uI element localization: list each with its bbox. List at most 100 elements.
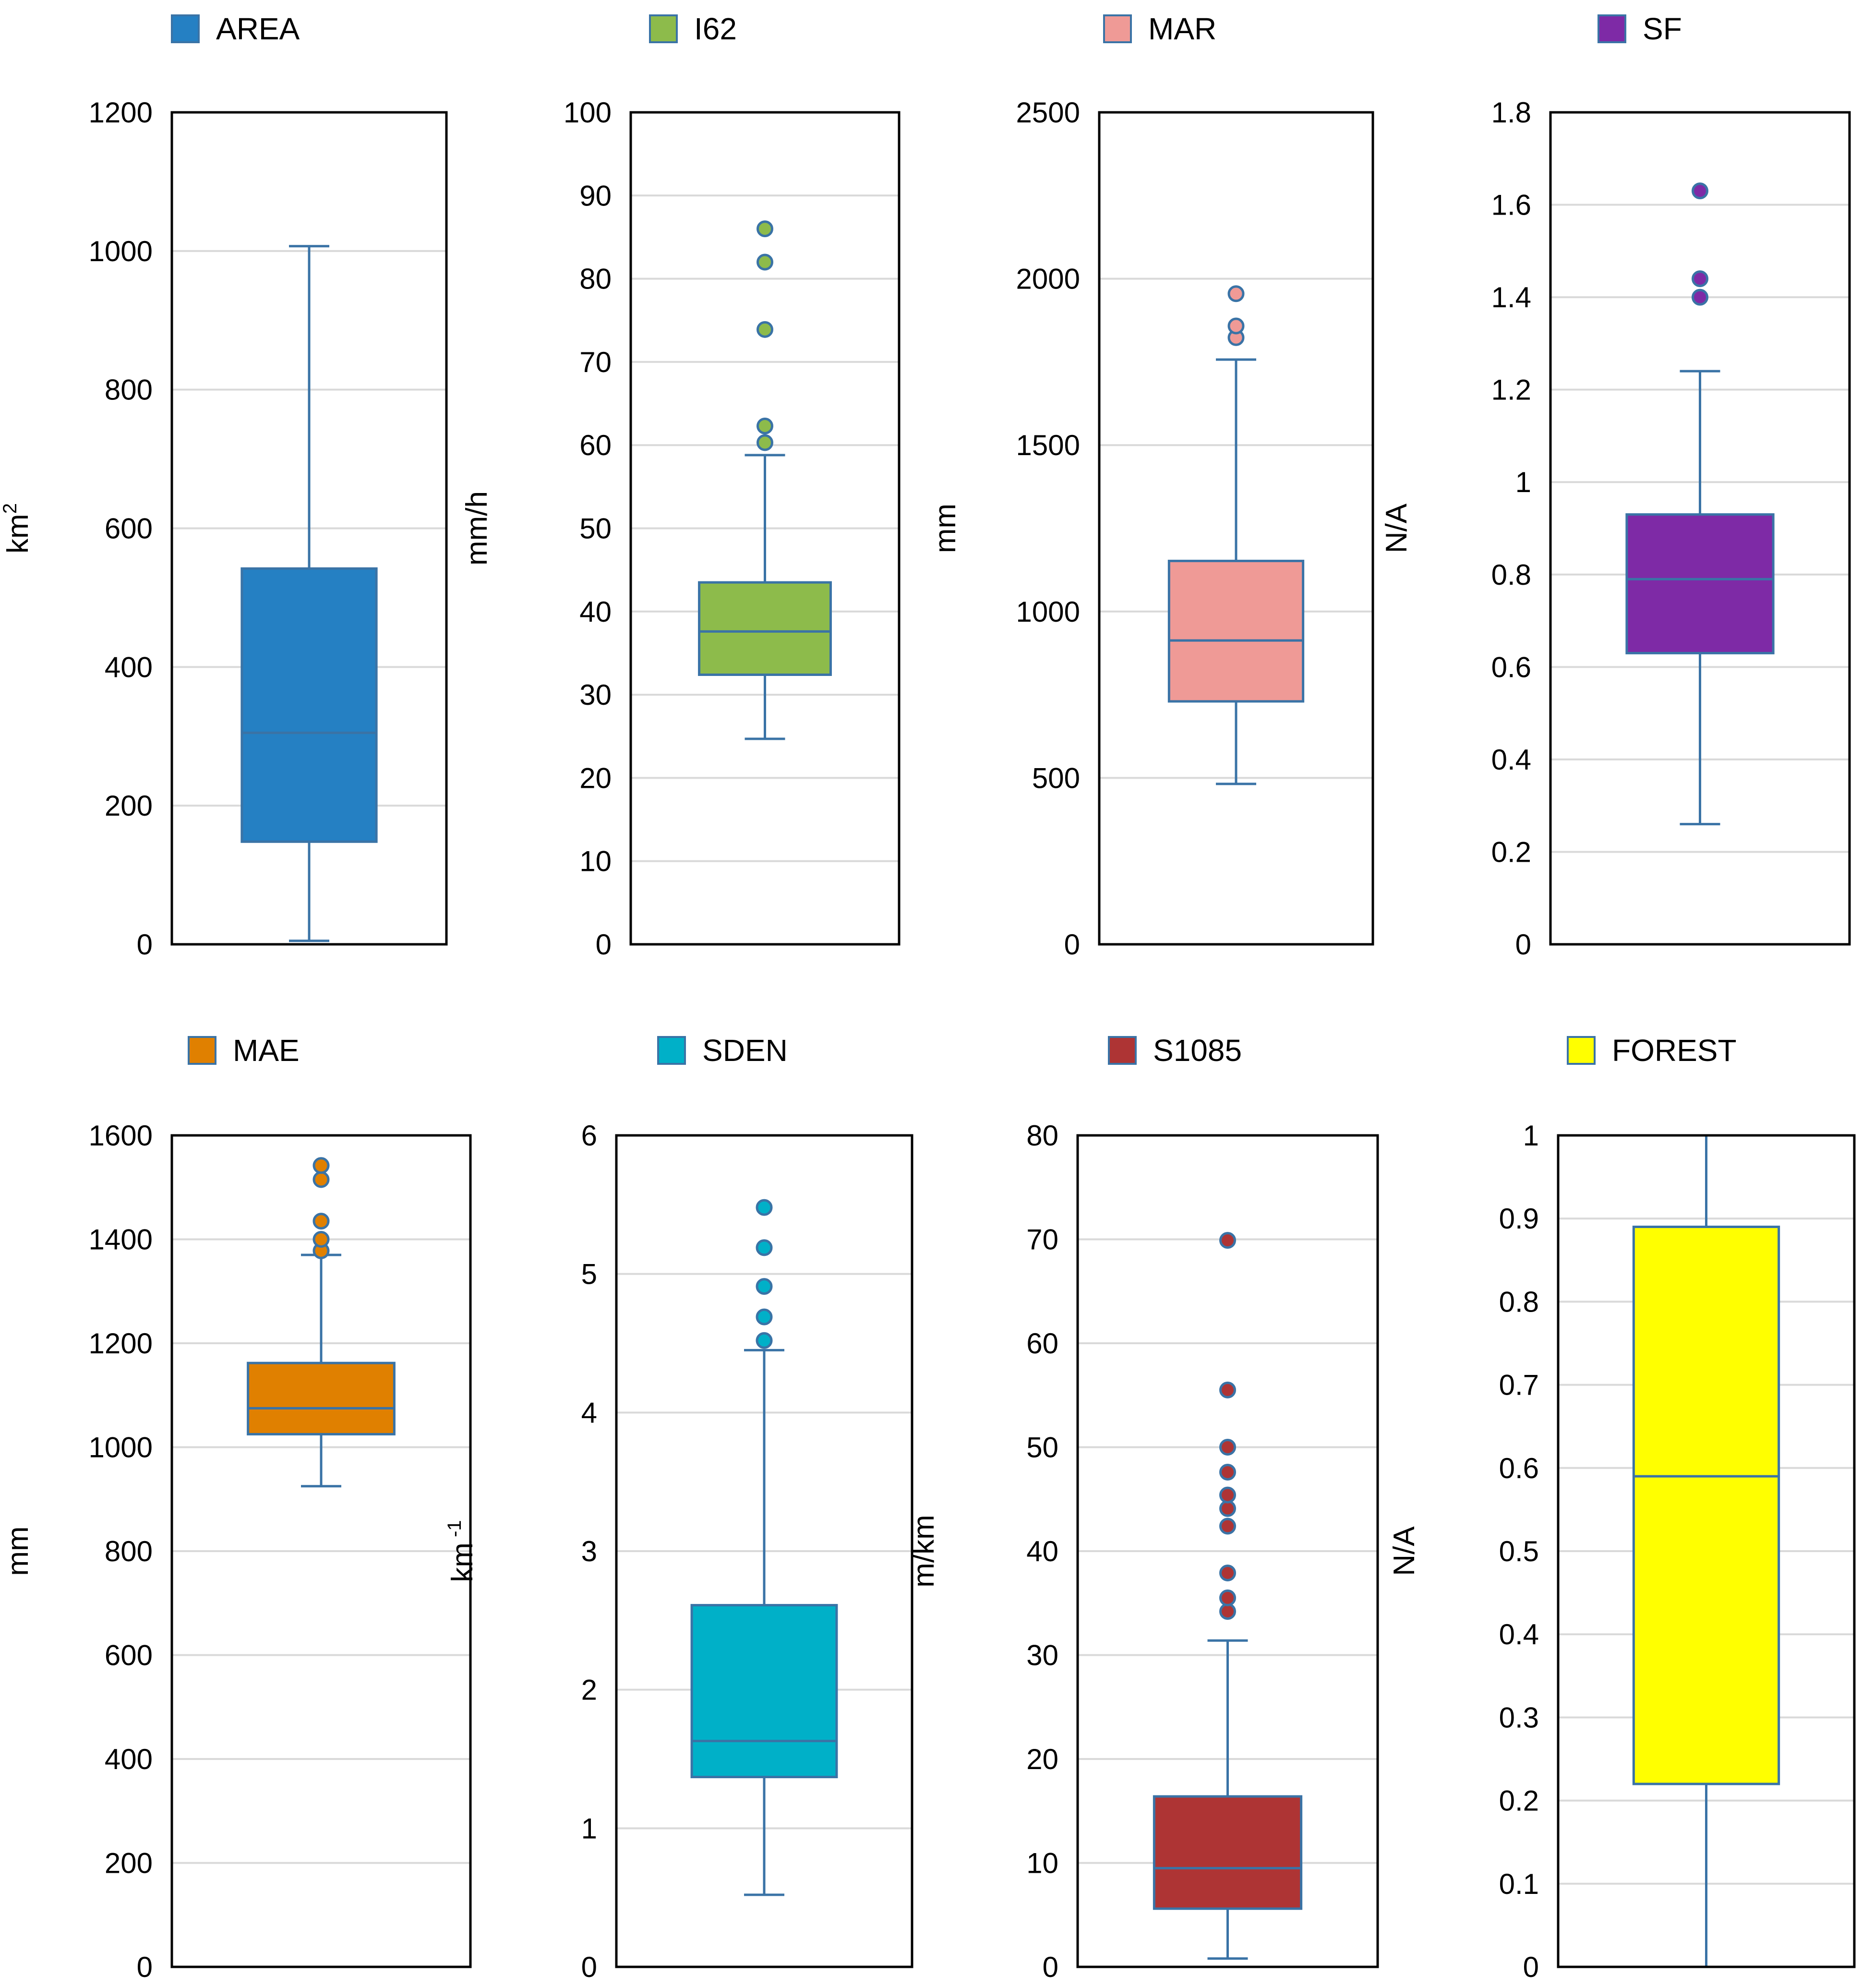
y-axis-label-text: m/km — [907, 1515, 940, 1588]
y-axis-label: mm/h — [460, 491, 493, 566]
outlier-point — [1219, 1518, 1236, 1535]
outlier-point — [312, 1171, 330, 1188]
y-tick-label: 0 — [137, 1951, 153, 1983]
outlier-point — [757, 417, 773, 434]
y-tick-label: 0.1 — [1499, 1868, 1539, 1900]
iqr-box — [1167, 559, 1305, 703]
y-axis-label: mm — [1, 1526, 35, 1576]
y-tick-label: 70 — [579, 346, 612, 378]
plot-frame — [1076, 1134, 1379, 1968]
iqr-box — [1153, 1795, 1303, 1910]
y-tick-label: 40 — [579, 596, 612, 628]
y-tick-label: 2500 — [1016, 96, 1080, 129]
y-axis-label: m/km — [907, 1515, 940, 1588]
y-tick-label: 1200 — [89, 96, 153, 129]
y-tick-label: 1000 — [89, 235, 153, 267]
outlier-point — [1219, 1439, 1236, 1456]
y-tick-label: 600 — [105, 1639, 153, 1672]
y-axis-label-text: N/A — [1388, 1526, 1421, 1576]
legend-label: AREA — [216, 12, 300, 46]
y-axis-label: N/A — [1380, 503, 1413, 553]
y-tick-label: 0.6 — [1491, 651, 1531, 683]
y-tick-label: 40 — [1026, 1535, 1058, 1567]
y-tick-label: 600 — [105, 513, 153, 545]
outlier-point — [757, 253, 773, 271]
chart-panel: MAE 0 200 400 600 800 1000 1200 1400 1600 mm — [1, 1033, 472, 1983]
y-tick-label: 90 — [579, 180, 612, 212]
y-axis-label-text: N/A — [1380, 503, 1413, 553]
chart-panel: SDEN 0 1 2 3 4 5 6 km -1 — [444, 1033, 913, 1983]
y-tick-label: 2000 — [1016, 263, 1080, 295]
legend-swatch — [188, 1036, 216, 1065]
iqr-box — [240, 567, 378, 843]
y-axis-label: km2 — [0, 503, 35, 554]
y-tick-label: 0.5 — [1499, 1535, 1539, 1567]
legend-label: S1085 — [1153, 1033, 1242, 1068]
y-tick-label: 0.8 — [1491, 559, 1531, 591]
y-tick-label: 4 — [581, 1397, 597, 1429]
outlier-point — [1219, 1381, 1236, 1398]
legend-swatch — [1103, 14, 1132, 43]
outlier-point — [756, 1199, 773, 1216]
outlier-point — [1692, 182, 1708, 200]
outlier-point — [1219, 1603, 1236, 1620]
y-tick-label: 0.8 — [1499, 1286, 1539, 1318]
y-tick-label: 6 — [581, 1120, 597, 1152]
y-tick-label: 800 — [105, 1535, 153, 1567]
outlier-point — [1692, 270, 1708, 288]
y-tick-label: 0 — [1523, 1951, 1539, 1983]
outlier-point — [1219, 1463, 1236, 1481]
outlier-point — [756, 1239, 773, 1256]
y-tick-label: 800 — [105, 374, 153, 406]
y-tick-label: 0 — [1043, 1951, 1058, 1983]
y-axis-label: N/A — [1388, 1526, 1421, 1576]
outlier-point — [1227, 285, 1245, 302]
y-tick-label: 60 — [579, 429, 612, 461]
outlier-point — [1219, 1232, 1236, 1249]
iqr-box — [690, 1604, 838, 1779]
legend-swatch — [1108, 1036, 1137, 1065]
y-tick-label: 2 — [581, 1674, 597, 1706]
y-tick-label: 10 — [579, 845, 612, 878]
y-tick-label: 10 — [1026, 1847, 1058, 1880]
outlier-point — [757, 434, 773, 451]
chart-panel: S1085 0 10 20 30 40 50 60 70 80 m/km — [907, 1033, 1379, 1983]
y-axis-label: km -1 — [444, 1520, 479, 1582]
y-axis-label-text: mm — [1, 1526, 35, 1576]
y-tick-label: 1200 — [89, 1327, 153, 1360]
y-tick-label: 20 — [579, 762, 612, 794]
y-tick-label: 1600 — [89, 1120, 153, 1152]
y-tick-label: 1000 — [1016, 596, 1080, 628]
legend-swatch — [649, 14, 678, 43]
y-tick-label: 60 — [1026, 1327, 1058, 1360]
plot-frame — [170, 1134, 472, 1968]
outlier-point — [1219, 1486, 1236, 1504]
y-tick-label: 200 — [105, 1847, 153, 1880]
outlier-point — [312, 1231, 330, 1248]
y-tick-label: 1.2 — [1491, 374, 1531, 406]
y-tick-label: 0 — [581, 1951, 597, 1983]
plot-frame — [615, 1134, 913, 1968]
y-tick-label: 1 — [581, 1812, 597, 1844]
outlier-point — [1219, 1589, 1236, 1606]
y-tick-label: 30 — [1026, 1639, 1058, 1672]
y-tick-label: 500 — [1032, 762, 1080, 794]
y-tick-label: 0.7 — [1499, 1369, 1539, 1401]
plot-frame — [1549, 111, 1851, 946]
y-tick-label: 1 — [1515, 466, 1531, 498]
outlier-point — [756, 1332, 773, 1349]
y-tick-label: 50 — [1026, 1432, 1058, 1464]
outlier-point — [312, 1213, 330, 1230]
legend-swatch — [657, 1036, 686, 1065]
outlier-point — [756, 1308, 773, 1325]
outlier-point — [756, 1278, 773, 1295]
y-axis-label-superscript: -1 — [444, 1520, 465, 1542]
legend-label: FOREST — [1612, 1033, 1737, 1068]
y-tick-label: 70 — [1026, 1224, 1058, 1256]
chart-panel: AREA 0 200 400 600 800 1000 1200 km2 — [0, 12, 448, 961]
legend-label: MAR — [1148, 12, 1216, 46]
iqr-box — [1625, 513, 1775, 654]
outlier-point — [757, 220, 773, 238]
y-tick-label: 0 — [137, 928, 153, 961]
y-tick-label: 1500 — [1016, 429, 1080, 461]
